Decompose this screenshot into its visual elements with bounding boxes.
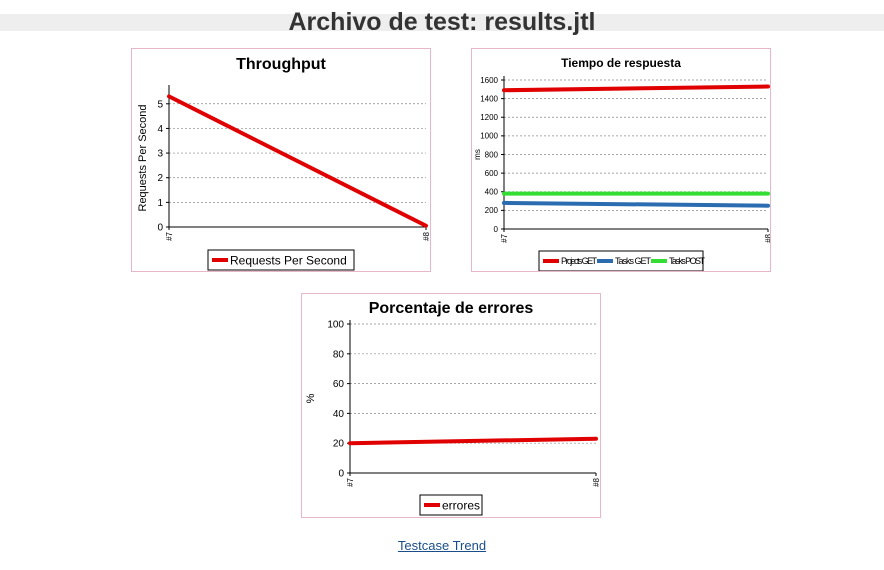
legend-label-projects-get: Projects GET [561,256,598,266]
response-time-title: Tiempo de respuesta [561,56,681,70]
response-time-x-tick-label: #7 [500,233,509,242]
series-line-projects-get [502,84,770,93]
errors-y-axis-label: % [305,393,317,403]
series-line-errores [348,436,598,446]
response-time-y-tick-label: 1000 [480,132,498,141]
errors-legend [419,494,483,516]
throughput-y-tick-label: 0 [157,223,163,234]
errors-y-tick-label: 0 [338,469,344,480]
errors-x-tick-label: #8 [592,477,600,486]
throughput-chart: Throughput Requests Per Second 0 1 2 3 4 5 #7 #8 R… [131,48,431,272]
response-time-svg: Tiempo de respuesta ms 0 200 400 600 800 1000 12… [473,56,770,271]
errors-y-tick-label: 60 [333,379,345,390]
legend-label-tasks-get: Tasks GET [615,256,652,266]
errors-title: Porcentaje de errores [369,300,534,317]
response-time-x-tick-label: #8 [764,233,770,242]
errors-x-tick-label: #7 [346,477,355,486]
response-time-y-tick-label: 0 [494,225,499,234]
errors-svg: Porcentaje de errores% 0 20 40 60 80 100 #7 #8 er… [305,300,600,516]
response-time-chart: Tiempo de respuesta ms 0 200 400 600 800 1000 12… [471,48,771,272]
response-time-y-tick-label: 800 [485,150,499,159]
throughput-y-tick-label: 1 [157,198,163,209]
errors-chart: Porcentaje de errores% 0 20 40 60 80 100 #7 #8 er… [301,293,601,518]
response-time-legend [538,250,704,271]
title-bar-background [0,14,884,31]
errors-y-tick-label: 20 [333,439,345,450]
throughput-y-tick-label: 3 [157,149,163,160]
throughput-title: Throughput [236,56,326,73]
throughput-y-axis-label: Requests Per Second [137,104,149,211]
throughput-y-tick-label: 2 [157,173,163,184]
page-title: Archivo de test: results.jtl [288,8,596,36]
testcase-trend-link[interactable]: Testcase Trend [397,538,487,553]
throughput-x-tick-label: #7 [165,231,174,240]
response-time-y-tick-label: 1400 [480,94,498,103]
throughput-y-tick-label: 5 [157,99,163,110]
series-line-requests-per-second [167,94,428,228]
legend-label-errores: errores [442,498,480,512]
legend-label-requests-per-second: Requests Per Second [230,253,347,267]
series-line-tasks-get [502,200,770,208]
response-time-y-tick-label: 1200 [480,113,498,122]
response-time-y-tick-label: 600 [485,169,499,178]
throughput-y-tick-label: 4 [157,124,163,135]
errors-y-tick-label: 100 [327,320,344,331]
legend-label-tasks-post: Tasks POST [669,256,706,266]
response-time-y-tick-label: 400 [485,188,499,197]
errors-y-tick-label: 80 [333,349,345,360]
response-time-y-axis-label: ms [473,149,482,160]
throughput-x-tick-label: #8 [422,231,430,240]
response-time-y-tick-label: 200 [485,206,499,215]
throughput-legend [207,249,355,271]
response-time-y-tick-label: 1600 [480,76,498,85]
throughput-svg: Throughput Requests Per Second 0 1 2 3 4 5 #7 #8 R… [137,56,430,271]
errors-y-tick-label: 40 [333,409,345,420]
